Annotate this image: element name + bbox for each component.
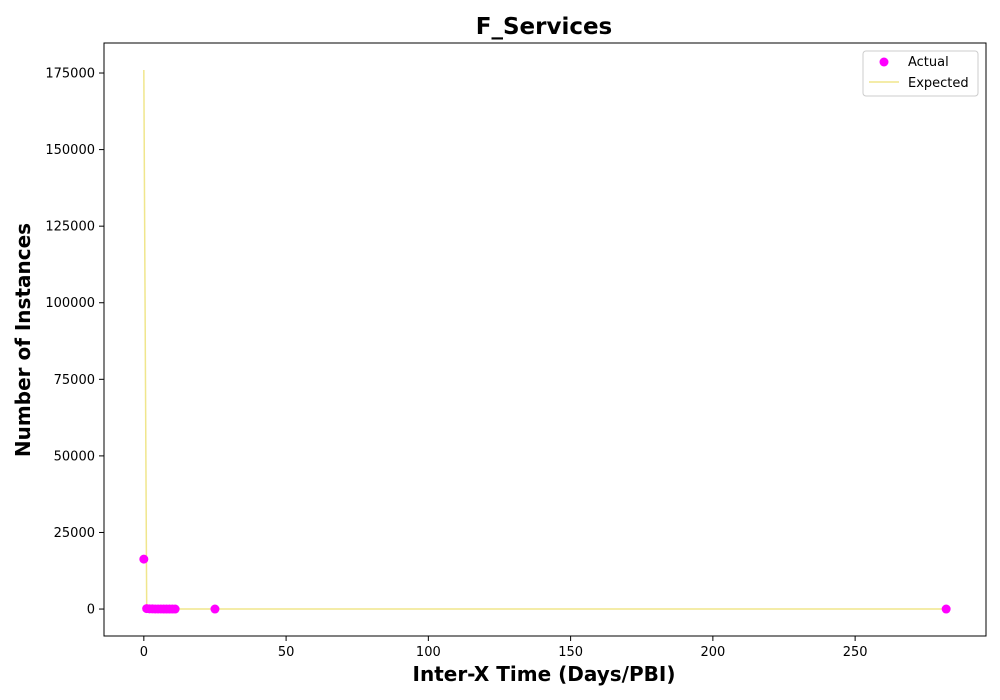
x-tick-label: 250: [843, 645, 868, 660]
y-tick-label: 25000: [54, 526, 95, 541]
legend-actual-label: Actual: [908, 55, 949, 70]
x-tick-label: 150: [558, 645, 583, 660]
y-tick-label: 50000: [54, 449, 95, 464]
chart-title: F_Services: [476, 14, 613, 40]
y-tick-label: 175000: [45, 67, 95, 82]
x-tick-label: 200: [700, 645, 725, 660]
x-tick-label: 50: [278, 645, 295, 660]
y-tick-label: 75000: [54, 373, 95, 388]
x-tick-label: 100: [416, 645, 441, 660]
x-axis: 0 50 100 150 200 250: [140, 636, 868, 660]
x-axis-title: Inter-X Time (Days/PBI): [413, 662, 676, 686]
legend-box: [862, 50, 979, 97]
actual-point: [941, 604, 951, 614]
legend-expected-label: Expected: [908, 76, 969, 91]
y-tick-label: 100000: [45, 296, 95, 311]
y-tick-label: 125000: [45, 220, 95, 235]
y-tick-label: 0: [87, 603, 95, 618]
actual-point: [170, 604, 180, 614]
actual-point: [210, 604, 220, 614]
y-axis: 0 25000 50000 75000 100000 125000 150000 175000: [45, 67, 104, 618]
actual-point: [139, 554, 149, 564]
plot-layer: [139, 69, 951, 614]
y-tick-label: 150000: [45, 143, 95, 158]
legend: Actual Expected: [862, 50, 979, 97]
x-tick-label: 0: [140, 645, 148, 660]
legend-actual-marker: [879, 57, 889, 67]
y-axis-title: Number of Instances: [11, 223, 35, 457]
plot-area: [103, 42, 987, 637]
